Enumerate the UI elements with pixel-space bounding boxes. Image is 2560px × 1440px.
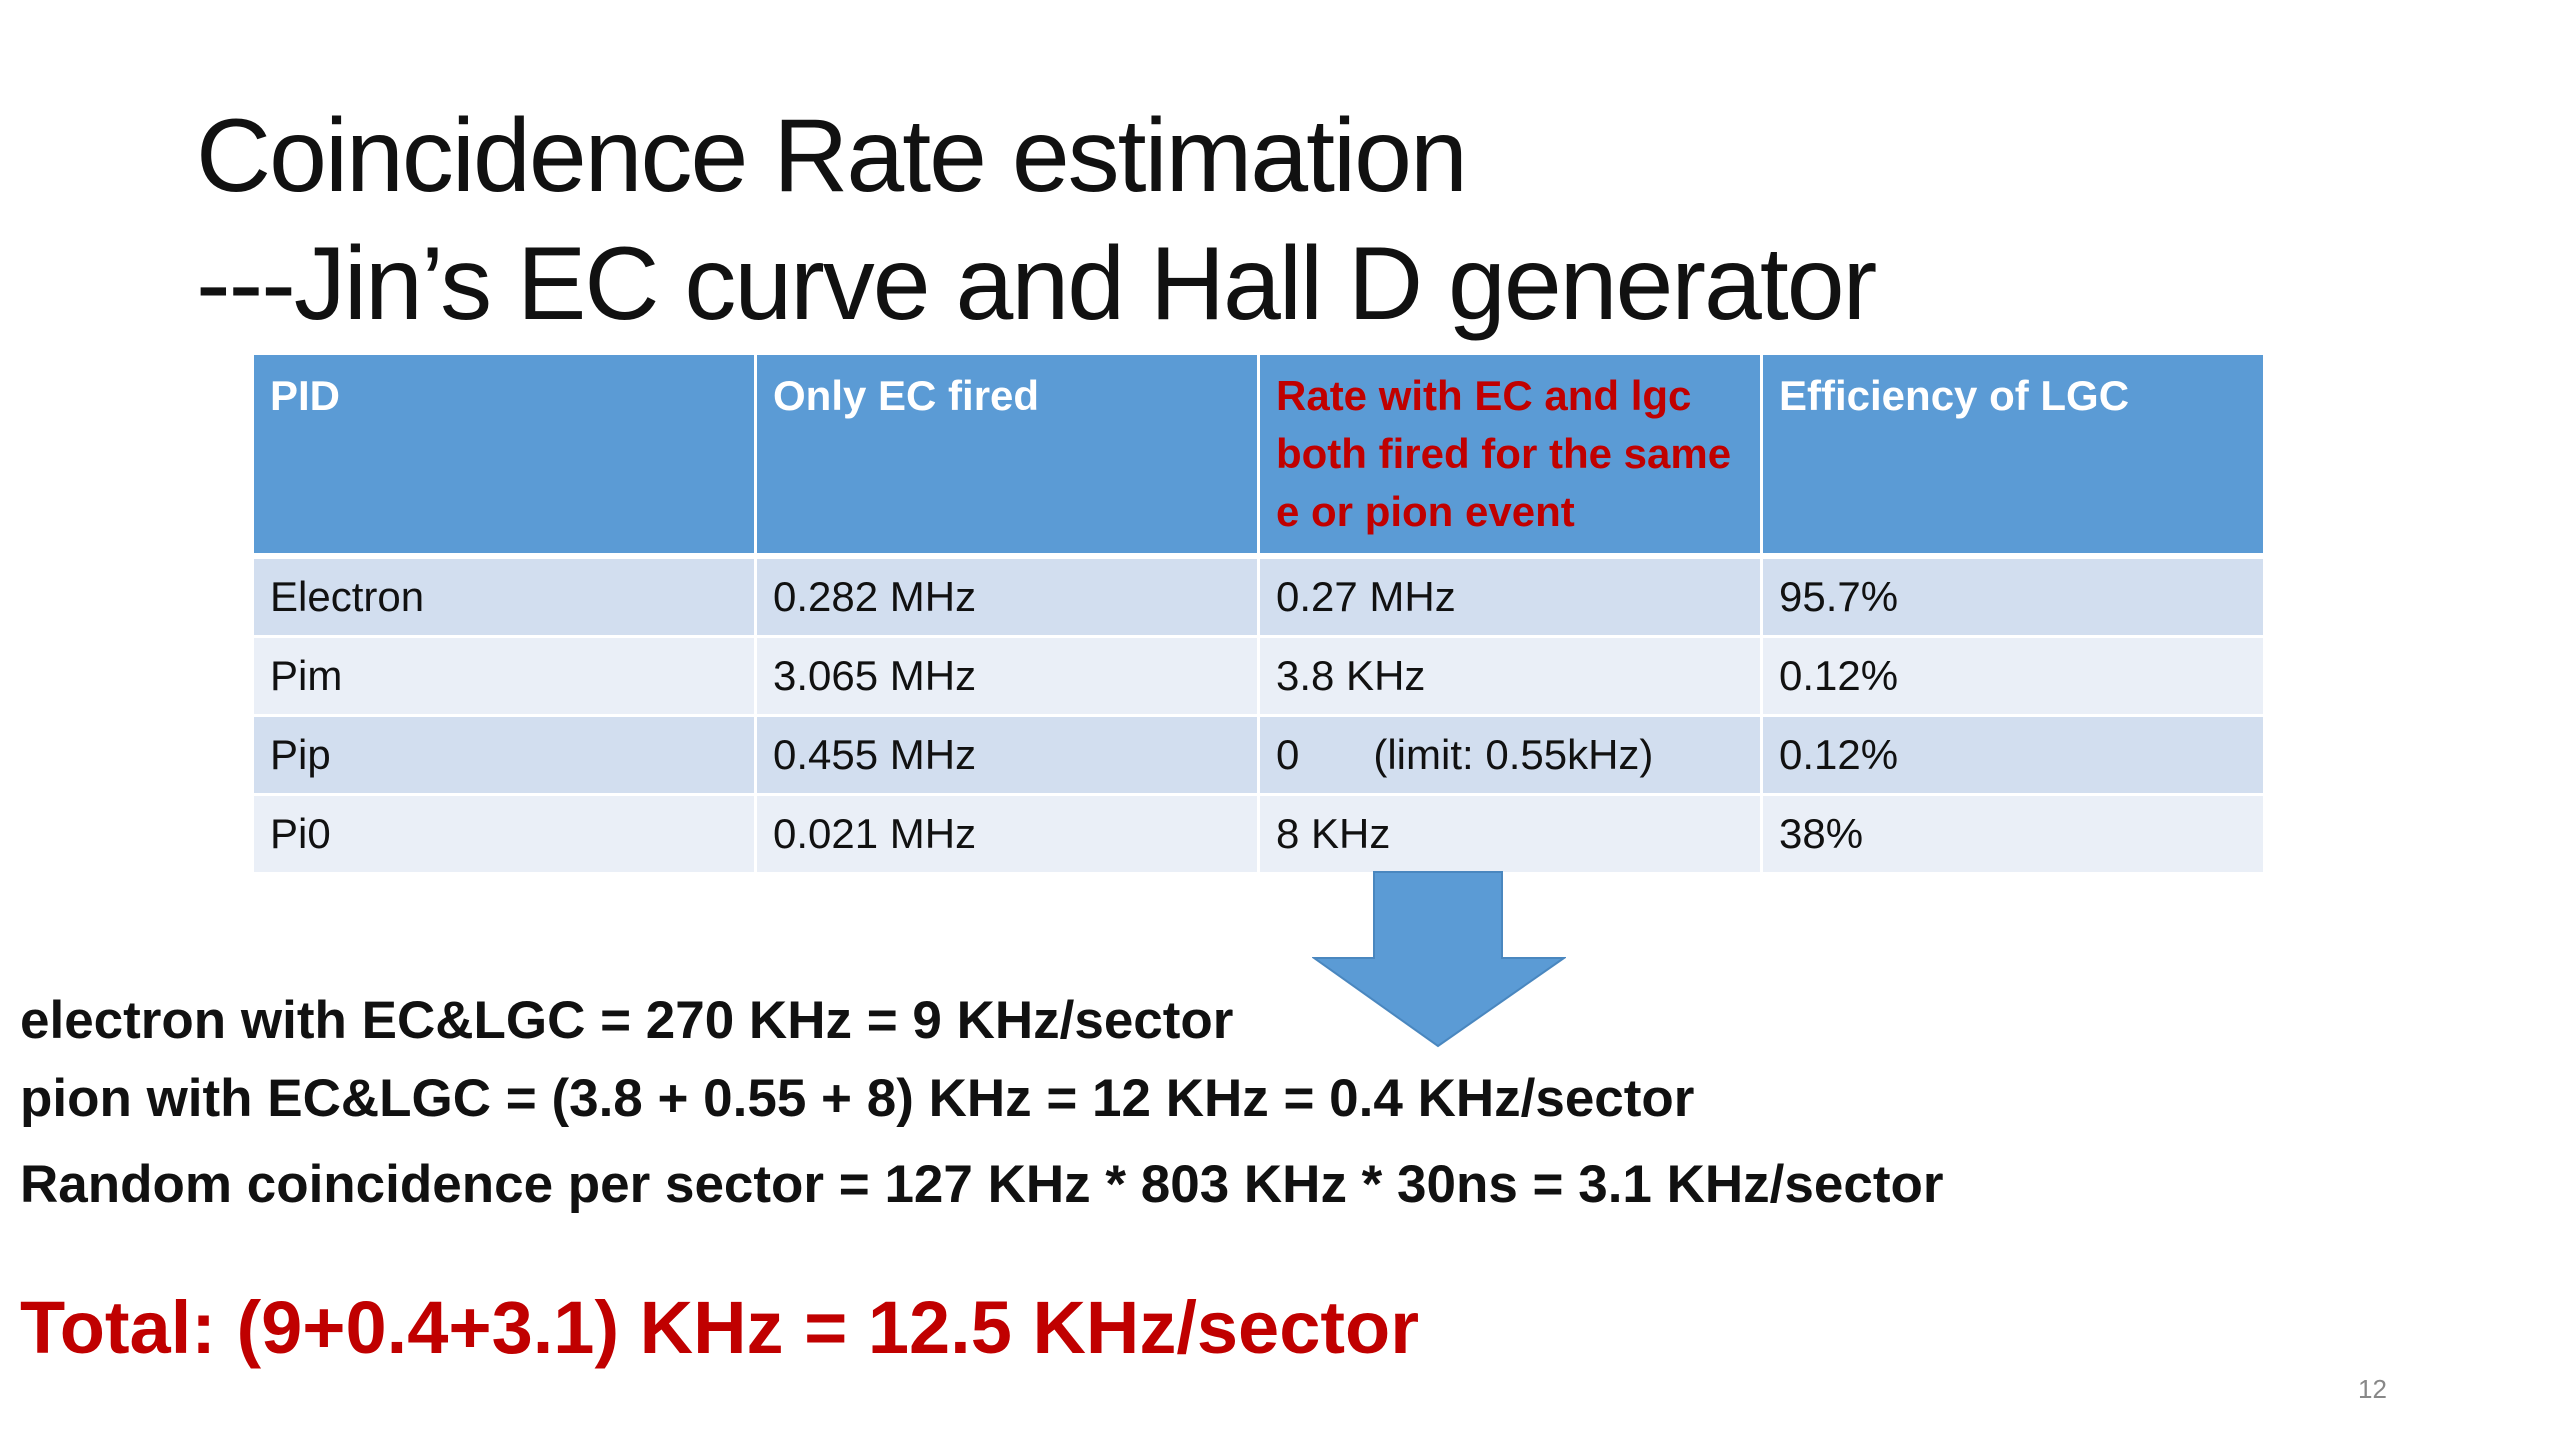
random-coincidence-line: Random coincidence per sector = 127 KHz … <box>20 1155 1944 1214</box>
cell: 0.12% <box>1760 635 2266 717</box>
title-line-2: ---Jin’s EC curve and Hall D generator <box>196 226 1877 342</box>
header-pid: PID <box>251 352 757 558</box>
cell: 95.7% <box>1760 554 2266 638</box>
cell: Pim <box>251 635 757 717</box>
cell: 0 (limit: 0.55kHz) <box>1257 714 1763 796</box>
cell: Pip <box>251 714 757 796</box>
slide-title: Coincidence Rate estimation ---Jin’s EC … <box>196 92 1877 348</box>
page-number: 12 <box>2358 1374 2387 1404</box>
header-rate-ec-lgc: Rate with EC and lgc both fired for the … <box>1257 352 1763 558</box>
cell-value: 0 <box>1276 731 1300 778</box>
header-efficiency: Efficiency of LGC <box>1760 352 2266 558</box>
cell: 0.27 MHz <box>1257 554 1763 638</box>
table-row: Electron 0.282 MHz 0.27 MHz 95.7% <box>251 554 2266 638</box>
cell: 0.021 MHz <box>754 793 1260 875</box>
cell: Electron <box>251 554 757 638</box>
cell: Pi0 <box>251 793 757 875</box>
table-row: Pi0 0.021 MHz 8 KHz 38% <box>251 793 2266 875</box>
header-only-ec: Only EC fired <box>754 352 1260 558</box>
table-row: Pip 0.455 MHz 0 (limit: 0.55kHz) 0.12% <box>251 714 2266 796</box>
cell: 3.8 KHz <box>1257 635 1763 717</box>
cell: 3.065 MHz <box>754 635 1260 717</box>
pion-rate-line: pion with EC&LGC = (3.8 + 0.55 + 8) KHz … <box>20 1069 1695 1128</box>
cell: 0.282 MHz <box>754 554 1260 638</box>
cell-limit: (limit: 0.55kHz) <box>1373 731 1654 778</box>
cell: 0.455 MHz <box>754 714 1260 796</box>
total-rate: Total: (9+0.4+3.1) KHz = 12.5 KHz/sector <box>20 1286 1419 1369</box>
cell: 0.12% <box>1760 714 2266 796</box>
table-header-row: PID Only EC fired Rate with EC and lgc b… <box>251 352 2266 558</box>
cell: 8 KHz <box>1257 793 1763 875</box>
title-line-1: Coincidence Rate estimation <box>196 98 1468 214</box>
cell: 38% <box>1760 793 2266 875</box>
table-row: Pim 3.065 MHz 3.8 KHz 0.12% <box>251 635 2266 717</box>
rate-table: PID Only EC fired Rate with EC and lgc b… <box>251 352 2266 875</box>
electron-rate-line: electron with EC&LGC = 270 KHz = 9 KHz/s… <box>20 991 1234 1050</box>
down-arrow-icon <box>1312 871 1566 1048</box>
